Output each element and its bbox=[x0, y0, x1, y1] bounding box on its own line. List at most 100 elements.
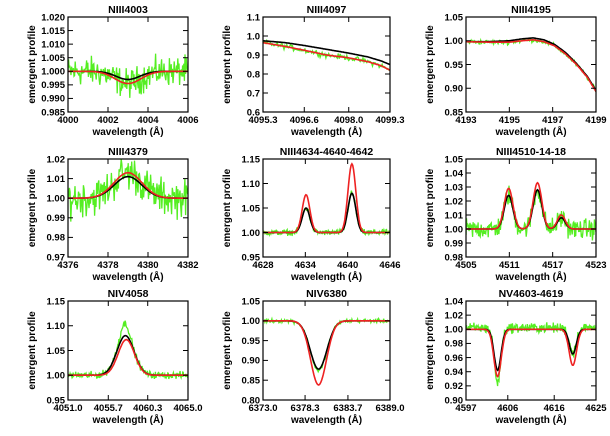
y-axis-label: emergent profile bbox=[425, 25, 436, 104]
y-tick-label: 0.95 bbox=[445, 60, 464, 71]
y-tick-label: 0.90 bbox=[242, 356, 261, 367]
y-tick-label: 0.985 bbox=[41, 107, 65, 118]
x-tick-label: 4376 bbox=[57, 260, 78, 271]
x-tick-label: 4380 bbox=[137, 260, 158, 271]
x-tick-label: 4199 bbox=[585, 115, 606, 126]
plot-frame bbox=[262, 158, 391, 258]
x-tick-label: 6373.0 bbox=[248, 403, 277, 414]
y-tick-label: 0.97 bbox=[47, 252, 66, 263]
x-tick-label: 4099.3 bbox=[375, 115, 404, 126]
x-tick-label: 4511 bbox=[499, 260, 520, 271]
chart-title: NIII4510-14-18 bbox=[496, 146, 566, 158]
x-axis-label: wavelength (Å) bbox=[91, 413, 163, 426]
y-tick-label: 0.99 bbox=[47, 213, 66, 224]
y-tick-label: 0.990 bbox=[41, 94, 65, 105]
y-tick-label: 1.04 bbox=[445, 168, 464, 179]
y-tick-label: 1.00 bbox=[47, 371, 66, 382]
y-tick-label: 1.010 bbox=[41, 39, 65, 50]
y-tick-label: 0.80 bbox=[242, 395, 261, 406]
model-line-black bbox=[263, 40, 390, 66]
chart-panel: 4376 4378 4380 4382 0.97 0.98 0.99 1.00 1.01 1.02… bbox=[27, 146, 199, 283]
y-tick-label: 0.995 bbox=[41, 80, 65, 91]
x-tick-label: 4606 bbox=[497, 403, 518, 414]
y-tick-label: 1.00 bbox=[445, 224, 464, 235]
x-tick-label: 4096.6 bbox=[290, 115, 319, 126]
chart-panel: 4193 4195 4197 4199 0.85 0.90 0.95 1.00 1.05 NIII… bbox=[425, 4, 607, 138]
y-tick-label: 1.015 bbox=[41, 26, 65, 37]
y-axis-label: emergent profile bbox=[27, 168, 38, 247]
plot-frame bbox=[465, 158, 597, 258]
chart-title: NIV6380 bbox=[306, 288, 347, 300]
y-tick-label: 1.0 bbox=[247, 31, 260, 42]
x-axis-label: wavelength (Å) bbox=[290, 413, 362, 426]
y-tick-label: 1.15 bbox=[47, 296, 66, 307]
x-tick-label: 4055.7 bbox=[94, 403, 123, 414]
plot-frame bbox=[262, 300, 391, 401]
observed-spectrum-line bbox=[263, 316, 390, 374]
y-tick-label: 1.01 bbox=[445, 210, 464, 221]
chart-title: NIII4634-4640-4642 bbox=[280, 146, 374, 158]
y-tick-label: 1.00 bbox=[47, 194, 66, 205]
y-axis-label: emergent profile bbox=[222, 168, 233, 247]
x-tick-label: 4065.0 bbox=[173, 403, 202, 414]
x-tick-label: 4634 bbox=[295, 260, 317, 271]
x-tick-label: 4382 bbox=[177, 260, 198, 271]
y-tick-label: 1.15 bbox=[242, 154, 261, 165]
chart-panel: 4051.0 4055.7 4060.3 4065.0 0.95 1.00 1.05 1.10… bbox=[27, 288, 203, 426]
observed-spectrum-line bbox=[68, 159, 188, 222]
y-tick-label: 0.98 bbox=[445, 339, 464, 350]
y-axis-label: emergent profile bbox=[27, 311, 38, 390]
y-tick-label: 1.05 bbox=[47, 346, 66, 357]
observed-spectrum-line bbox=[263, 190, 390, 238]
x-axis-label: wavelength (Å) bbox=[494, 413, 566, 426]
chart-panel: 4628 4634 4640 4646 0.95 1.00 1.05 1.10 1.15 NIII… bbox=[222, 146, 401, 283]
y-axis-label: emergent profile bbox=[425, 311, 436, 390]
x-tick-label: 4197 bbox=[542, 115, 563, 126]
chart-title: NV4603-4619 bbox=[499, 288, 564, 300]
y-tick-label: 0.95 bbox=[242, 252, 261, 263]
plot-frame bbox=[67, 300, 189, 401]
plot-frame bbox=[262, 16, 391, 113]
observed-spectrum-line bbox=[68, 53, 188, 98]
x-axis-label: wavelength (Å) bbox=[91, 125, 163, 138]
y-tick-label: 0.90 bbox=[445, 395, 464, 406]
x-tick-label: 4597 bbox=[455, 403, 476, 414]
y-tick-label: 0.95 bbox=[47, 395, 66, 406]
chart-panel: 6373.0 6378.3 6383.7 6389.0 0.80 0.85 0.90 0.95… bbox=[222, 288, 405, 426]
model-line-red bbox=[68, 338, 188, 376]
chart-panel: 4597 4606 4616 4625 0.90 0.92 0.94 0.96 0.98 1.00… bbox=[425, 288, 607, 426]
x-tick-label: 4006 bbox=[177, 115, 198, 126]
y-tick-label: 1.000 bbox=[41, 67, 65, 78]
model-line-red bbox=[68, 70, 188, 85]
chart-panel: 4095.3 4096.6 4098.0 4099.3 0.6 0.7 0.8 0.9 1.0 1… bbox=[222, 4, 405, 138]
y-tick-label: 0.92 bbox=[445, 381, 464, 392]
y-tick-label: 0.7 bbox=[247, 88, 260, 99]
y-axis-label: emergent profile bbox=[222, 311, 233, 390]
x-tick-label: 4004 bbox=[137, 115, 159, 126]
y-tick-label: 1.05 bbox=[445, 12, 464, 23]
chart-title: NIII4003 bbox=[108, 4, 148, 16]
x-axis-label: wavelength (Å) bbox=[290, 270, 362, 283]
y-tick-label: 1.03 bbox=[445, 182, 464, 193]
x-tick-label: 4195 bbox=[499, 115, 521, 126]
x-tick-label: 4628 bbox=[252, 260, 273, 271]
x-tick-label: 4517 bbox=[542, 260, 563, 271]
y-axis-label: emergent profile bbox=[27, 25, 38, 104]
x-tick-label: 4616 bbox=[544, 403, 565, 414]
chart-panel: 4505 4511 4517 4523 0.98 0.99 1.00 1.01 1.02 1.03… bbox=[425, 146, 607, 283]
y-tick-label: 0.6 bbox=[247, 107, 260, 118]
x-tick-label: 4000 bbox=[57, 115, 78, 126]
y-tick-label: 1.02 bbox=[445, 196, 464, 207]
chart-title: NIII4195 bbox=[511, 4, 551, 16]
plot-frame bbox=[67, 158, 189, 258]
y-tick-label: 0.85 bbox=[242, 376, 261, 387]
model-line-red bbox=[466, 328, 596, 378]
y-tick-label: 0.98 bbox=[47, 233, 66, 244]
x-tick-label: 6389.0 bbox=[375, 403, 404, 414]
y-tick-label: 0.96 bbox=[445, 353, 464, 364]
plot-frame bbox=[465, 300, 597, 401]
model-line-red bbox=[466, 181, 596, 230]
y-tick-label: 1.05 bbox=[242, 203, 261, 214]
chart-panel: 4000 4002 4004 4006 0.985 0.990 0.995 1.000 1.00… bbox=[27, 4, 199, 138]
